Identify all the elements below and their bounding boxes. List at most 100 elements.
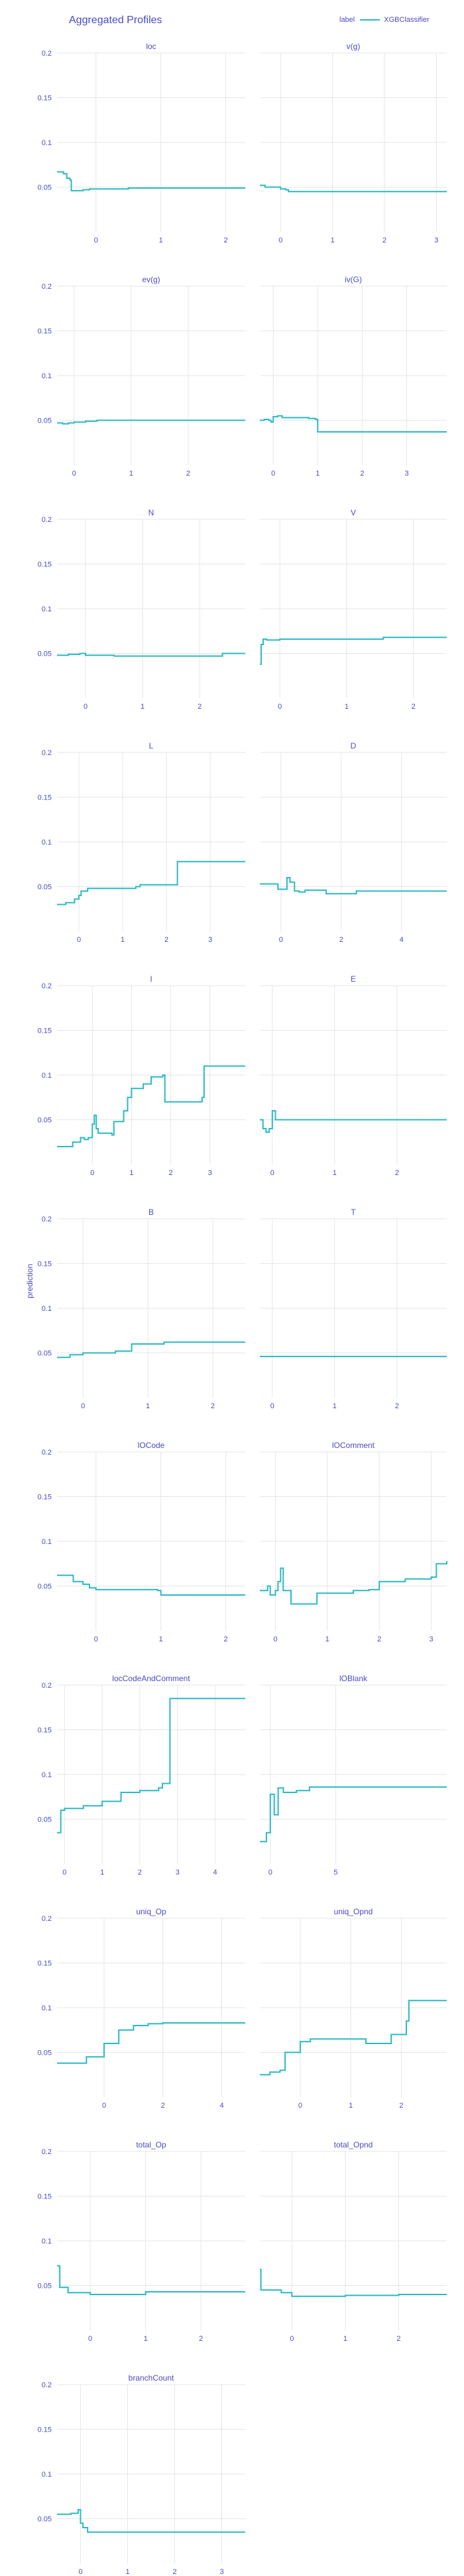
x-tick-label: 1 (345, 703, 349, 711)
profile-line (260, 184, 447, 193)
legend-label: XGBClassifier (384, 16, 430, 24)
subplot-title: total_Opnd (334, 2140, 373, 2149)
subplot-loblank: 0 5 lOBlank (260, 1674, 447, 1877)
x-tick-label: 1 (325, 1635, 329, 1643)
x-tick-label: 2 (399, 2102, 403, 2110)
x-tick-label: 3 (208, 1169, 212, 1177)
x-tick-label: 1 (333, 1402, 337, 1410)
y-tick-label: 0.05 (38, 1583, 52, 1591)
profile-line (260, 415, 447, 433)
chart-title: Aggregated Profiles (69, 15, 162, 26)
y-tick-label: 0.2 (42, 982, 52, 990)
subplot-n: 0 1 2 0.05 0.1 0.15 0.2 N (38, 508, 245, 711)
x-tick-label: 0 (278, 236, 282, 244)
x-tick-label: 2 (360, 470, 364, 478)
y-tick-label: 0.05 (38, 2283, 52, 2291)
x-tick-label: 2 (186, 470, 190, 478)
x-tick-label: 2 (395, 1402, 399, 1410)
x-tick-label: 0 (270, 1402, 274, 1410)
profile-line (260, 2269, 447, 2297)
y-tick-label: 0.05 (38, 1350, 52, 1358)
subplot-title: I (150, 974, 152, 984)
profile-line (260, 637, 447, 665)
subplot-title: iv(G) (345, 275, 362, 284)
x-tick-label: 4 (213, 1869, 217, 1877)
x-tick-label: 2 (395, 1169, 399, 1177)
y-tick-label: 0.1 (42, 1538, 52, 1546)
x-tick-label: 2 (169, 1169, 173, 1177)
x-tick-label: 0 (268, 1869, 272, 1877)
subplot-title: T (351, 1208, 356, 1217)
y-tick-label: 0.15 (38, 2193, 52, 2201)
x-tick-label: 0 (298, 2102, 302, 2110)
x-tick-label: 3 (429, 1635, 433, 1643)
x-tick-label: 2 (199, 2335, 203, 2343)
y-tick-label: 0.1 (42, 1771, 52, 1779)
x-tick-label: 0 (84, 703, 87, 711)
profile-line (260, 1561, 447, 1605)
y-tick-label: 0.05 (38, 2049, 52, 2057)
x-tick-label: 1 (100, 1869, 104, 1877)
y-tick-label: 0.15 (38, 561, 52, 569)
y-tick-label: 0.1 (42, 372, 52, 380)
y-tick-label: 0.05 (38, 417, 52, 425)
x-tick-label: 3 (176, 1869, 180, 1877)
x-tick-label: 1 (349, 2102, 353, 2110)
x-tick-label: 2 (211, 1402, 215, 1410)
x-tick-label: 2 (377, 1635, 381, 1643)
profile-line (260, 877, 447, 895)
profile-line (57, 860, 245, 905)
x-tick-label: 1 (343, 2335, 347, 2343)
x-tick-label: 2 (339, 936, 343, 944)
subplot-title: lOCode (138, 1441, 165, 1450)
subplot-b: 0 1 2 0.05 0.1 0.15 0.2 B (38, 1208, 245, 1410)
profile-line (57, 2265, 245, 2295)
subplot-title: uniq_Op (136, 1907, 166, 1916)
legend: label XGBClassifier (339, 16, 430, 24)
x-tick-label: 1 (159, 236, 163, 244)
subplot-d: 0 2 4 D (260, 741, 447, 944)
subplot-locode: 0 1 2 0.05 0.1 0.15 0.2 lOCode (38, 1441, 245, 1643)
subplot-ev-g-: 0 1 2 0.05 0.1 0.15 0.2 ev(g) (38, 275, 245, 478)
y-tick-label: 0.05 (38, 184, 52, 192)
x-tick-label: 0 (94, 236, 98, 244)
x-tick-label: 0 (78, 2568, 82, 2576)
subplot-t: 0 1 2 T (260, 1208, 447, 1410)
y-tick-label: 0.2 (42, 1682, 52, 1690)
subplot-iv-g-: 0 1 2 3 iv(G) (260, 275, 447, 478)
profile-line (57, 2509, 245, 2533)
subplot-title: locCodeAndComment (112, 1674, 190, 1683)
x-tick-label: 1 (129, 470, 133, 478)
x-tick-label: 1 (129, 1169, 133, 1177)
legend-entry[interactable]: XGBClassifier (360, 16, 430, 24)
x-tick-label: 2 (172, 2568, 176, 2576)
x-tick-label: 2 (224, 1635, 228, 1643)
subplot-title: uniq_Opnd (334, 1907, 373, 1916)
y-tick-label: 0.1 (42, 139, 52, 147)
x-tick-label: 1 (333, 1169, 337, 1177)
subplot-v: 0 1 2 V (260, 508, 447, 711)
x-tick-label: 0 (273, 1635, 277, 1643)
y-tick-label: 0.2 (42, 1449, 52, 1457)
y-tick-label: 0.15 (38, 1261, 52, 1268)
x-tick-label: 1 (331, 236, 335, 244)
x-tick-label: 3 (405, 470, 409, 478)
profile-line (57, 1574, 245, 1596)
x-tick-label: 2 (138, 1869, 142, 1877)
x-tick-label: 2 (161, 2102, 165, 2110)
profile-line (260, 1786, 447, 1843)
y-tick-label: 0.15 (38, 1960, 52, 1968)
x-tick-label: 0 (271, 470, 275, 478)
y-tick-label: 0.2 (42, 1215, 52, 1223)
subplot-title: V (351, 508, 356, 517)
x-tick-label: 2 (382, 236, 386, 244)
subplot-title: v(g) (347, 42, 361, 51)
y-tick-label: 0.05 (38, 2516, 52, 2524)
subplot-title: N (148, 508, 154, 517)
x-tick-label: 0 (270, 1169, 274, 1177)
subplot-l: 0 1 2 3 0.05 0.1 0.15 0.2 L (38, 741, 245, 944)
y-tick-label: 0.2 (42, 2148, 52, 2156)
profile-line (57, 171, 245, 191)
x-tick-label: 3 (208, 936, 212, 944)
